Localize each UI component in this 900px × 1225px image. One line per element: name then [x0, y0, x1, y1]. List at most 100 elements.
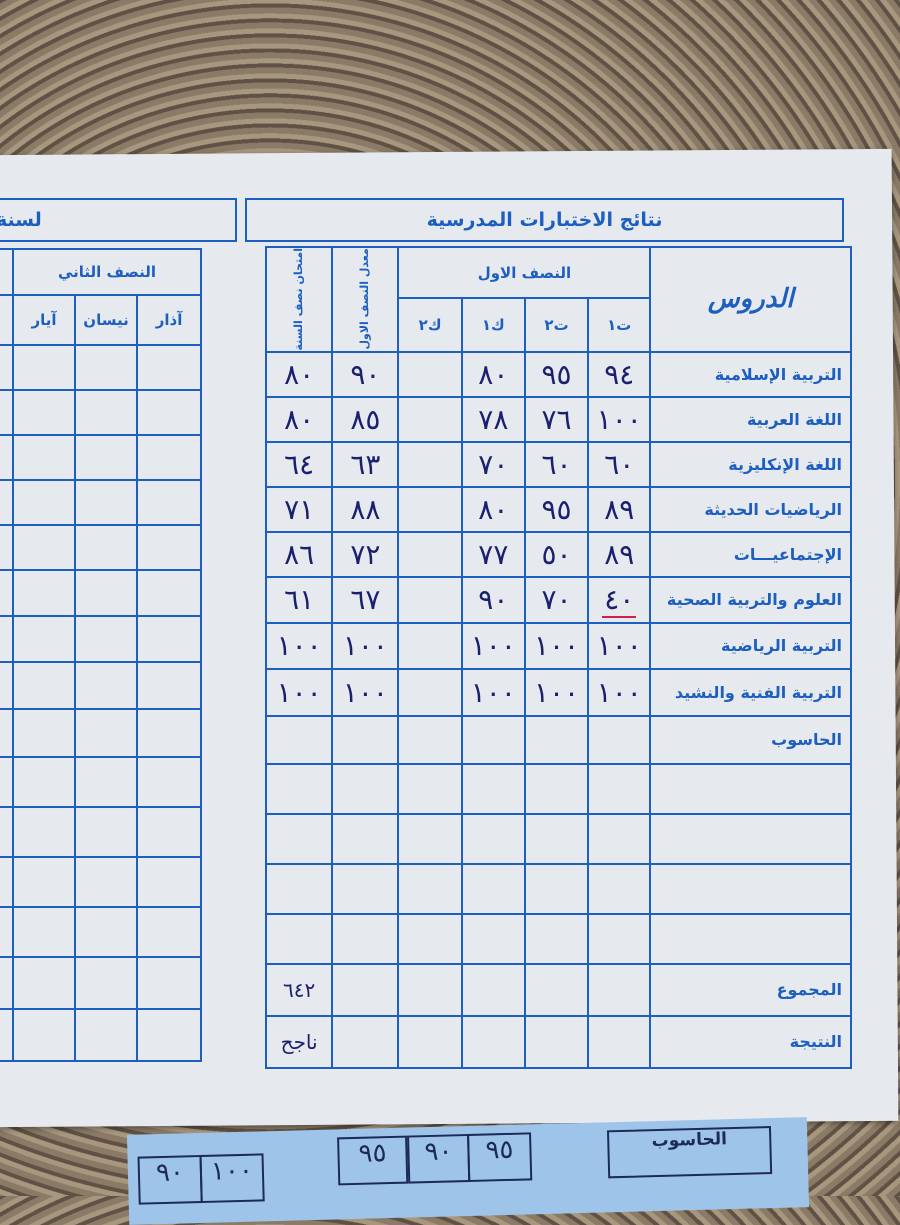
empty-cell	[136, 661, 203, 710]
empty-cell	[460, 1014, 526, 1069]
grade-k1	[460, 714, 526, 765]
grade-value: ٩٥	[541, 492, 572, 526]
empty-cell	[0, 479, 14, 526]
grade-value: ٥٠	[541, 537, 572, 571]
result-value: ناجح	[264, 1014, 334, 1069]
table-row: اللغة العربية ١٠٠ ٧٦ ٧٨ ٨٥ ٨٠	[264, 395, 852, 443]
subject-name: العلوم والتربية الصحية	[649, 575, 852, 624]
grade-t1: ٩٤	[587, 350, 652, 398]
grade-value: ٨٠	[478, 492, 509, 526]
grade-value: ٧٢	[350, 537, 381, 571]
empty-cell	[587, 912, 652, 965]
empty-cell	[74, 806, 139, 858]
subject-name: التربية الإسلامية	[649, 350, 852, 398]
empty-cell	[74, 434, 139, 481]
table-row	[0, 906, 203, 958]
grade-value: ٦٠	[604, 447, 635, 481]
empty-cell	[74, 344, 139, 391]
underlying-report-card: الحاسوب ٩٥ ٩٠ ٩٥ ٩٠ ١٠٠	[126, 1117, 810, 1225]
subjects-header: الدروس	[649, 246, 852, 353]
second-half-table: النصف الثاني آذار نيسان آيار	[0, 248, 203, 1062]
grade-value: ٨٠	[284, 402, 315, 436]
empty-cell	[0, 708, 14, 758]
grade-k2	[397, 395, 463, 443]
grade-t1: ١٠٠	[587, 667, 652, 717]
empty-cell	[136, 708, 203, 758]
empty-row	[264, 862, 852, 915]
grade-t1: ١٠٠	[587, 621, 652, 670]
table-row	[0, 524, 203, 571]
empty-cell	[0, 344, 14, 391]
grade-k2	[397, 530, 463, 578]
empty-cell	[397, 812, 463, 865]
grade-t2: ١٠٠	[523, 667, 590, 717]
empty-cell	[0, 524, 14, 571]
empty-cell	[136, 524, 203, 571]
grade-k1: ٨٠	[460, 350, 526, 398]
cut-cell	[0, 248, 14, 296]
grade-k2	[397, 440, 463, 488]
empty-cell	[397, 962, 463, 1017]
grade-k1: ٧٠	[460, 440, 526, 488]
grade-k1: ٧٧	[460, 530, 526, 578]
grade-t1: ٤٠	[587, 575, 652, 624]
empty-cell	[74, 524, 139, 571]
empty-cell	[0, 569, 14, 617]
grade-value: ١٠٠	[276, 675, 322, 709]
empty-cell	[331, 762, 400, 815]
empty-cell	[11, 615, 77, 663]
empty-cell	[331, 912, 400, 965]
t2-header: ت٢	[523, 297, 590, 353]
empty-cell	[136, 906, 203, 958]
empty-cell	[460, 912, 526, 965]
grade-t1: ٦٠	[587, 440, 652, 488]
grade-value: ٨٥	[350, 402, 381, 436]
empty-cell	[0, 906, 14, 958]
table-row: العلوم والتربية الصحية ٤٠ ٧٠ ٩٠ ٦٧ ٦١	[264, 575, 852, 624]
grade-t1: ١٠٠	[587, 395, 652, 443]
grade-exam: ٦١	[264, 575, 334, 624]
table-row	[0, 344, 203, 391]
table-row: التربية الفنية والنشيد ١٠٠ ١٠٠ ١٠٠ ١٠٠ ١٠٠	[264, 667, 852, 717]
empty-cell	[331, 862, 400, 915]
grade-exam: ٨٠	[264, 350, 334, 398]
empty-cell	[11, 569, 77, 617]
grade-value: ٦٠	[541, 447, 572, 481]
grade-t2: ٩٥	[523, 485, 590, 533]
table-row: التربية الرياضية ١٠٠ ١٠٠ ١٠٠ ١٠٠ ١٠٠	[264, 621, 852, 670]
grade-k2	[397, 714, 463, 765]
empty-cell	[264, 912, 334, 965]
grade-value: ٩٥	[541, 357, 572, 391]
empty-cell	[264, 762, 334, 815]
empty-cell	[523, 962, 590, 1017]
total-label: المجموع	[649, 962, 852, 1017]
table-row	[0, 434, 203, 481]
empty-cell	[11, 344, 77, 391]
empty-cell	[0, 806, 14, 858]
empty-cell	[649, 762, 852, 815]
empty-cell	[397, 762, 463, 815]
grade-exam: ٨٠	[264, 395, 334, 443]
subject-name: اللغة العربية	[649, 395, 852, 443]
cut-cell	[0, 294, 14, 346]
empty-cell	[460, 812, 526, 865]
empty-cell	[136, 569, 203, 617]
empty-cell	[74, 615, 139, 663]
midyear-exam-header: امتحان نصف السنة	[266, 247, 333, 352]
table-row	[0, 1008, 203, 1062]
empty-cell	[136, 389, 203, 436]
empty-cell	[74, 956, 139, 1010]
empty-cell	[264, 812, 334, 865]
first-half-header: النصف الاول	[397, 245, 652, 300]
empty-cell	[11, 479, 77, 526]
grade-value: ١٠٠	[596, 675, 642, 709]
table-row: الحاسوب	[264, 714, 852, 765]
grade-k1: ٨٠	[460, 485, 526, 533]
grade-value: ٩٠	[350, 357, 381, 391]
table-row: التربية الإسلامية ٩٤ ٩٥ ٨٠ ٩٠ ٨٠	[264, 350, 852, 398]
grade-t2: ٩٥	[523, 350, 590, 398]
table-row	[0, 389, 203, 436]
grade-avg: ١٠٠	[331, 621, 400, 670]
empty-cell	[0, 434, 14, 481]
first-half-avg-header: معدل النصف الاول	[332, 247, 399, 352]
